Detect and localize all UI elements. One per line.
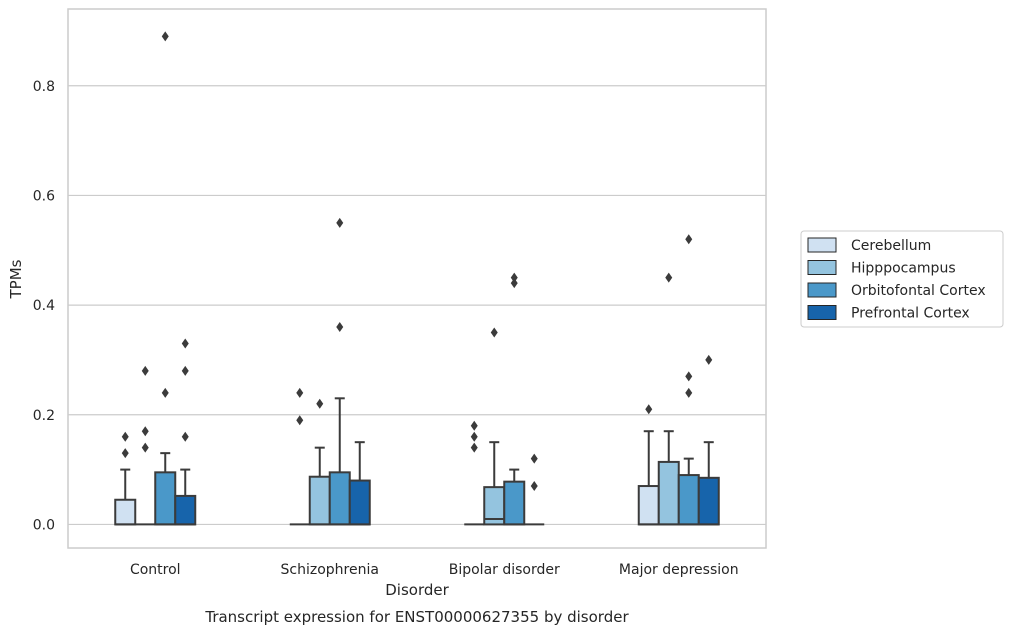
legend-swatch [807,305,837,320]
outlier-point [141,426,149,437]
box-body [328,471,351,526]
outlier-point [470,420,478,431]
box-3-1 [657,272,680,526]
x-tick-label: Schizophrenia [281,562,379,578]
legend-frame [800,230,1004,328]
box-body [503,480,526,526]
box-1-0 [289,387,310,526]
outlier-point [530,453,538,464]
box-body [348,479,371,526]
outlier-point [705,354,713,365]
y-tick-label: 0.2 [33,408,55,424]
box-3-0 [637,404,660,526]
box-body [154,471,177,526]
boxes [114,31,720,526]
y-axis-label: TPMs [7,259,25,299]
x-tick-label: Bipolar disorder [449,562,560,578]
box-2-0 [464,420,485,526]
outlier-point [296,415,304,426]
grid-lines [68,85,766,526]
box-0-2 [154,31,177,526]
box-0-3 [174,338,197,526]
outlier-point [181,431,189,442]
outlier-point [121,448,129,459]
box-2-3 [524,453,545,526]
box-1-2 [328,217,351,526]
y-tick-label: 0.6 [33,188,55,204]
x-axis-label: Disorder [385,581,449,599]
legend-entry: Prefrontal Cortex [851,306,970,322]
x-tick-label: Control [130,562,181,578]
box-1-3 [348,441,371,526]
box-body [637,485,660,526]
box-body [697,476,720,526]
outlier-point [336,217,344,228]
legend-swatch [807,260,837,275]
outlier-point [490,327,498,338]
outlier-point [336,322,344,333]
outlier-point [665,272,673,283]
outlier-point [161,31,169,42]
outlier-point [530,481,538,492]
outlier-point [685,234,693,245]
legend-swatch [807,282,837,298]
outlier-point [510,272,518,283]
box-body [677,474,700,526]
y-tick-label: 0.4 [33,298,55,314]
x-tick-labels: Control Schizophrenia Bipolar disorder Majo… [130,562,739,578]
box-body [308,475,331,526]
outlier-point [685,371,693,382]
outlier-point [685,387,693,398]
outlier-point [470,442,478,453]
outlier-point [181,365,189,376]
legend-entry: Hipppocampus [851,261,956,277]
legend-swatch [807,237,837,253]
outlier-point [121,431,129,442]
chart-title: Transcript expression for ENST0000062735… [204,608,629,626]
legend: Cerebellum Hipppocampus Orbitofontal Corte… [800,230,1004,328]
outlier-point [510,278,518,289]
box-body [657,460,680,526]
box-2-1 [483,327,506,526]
outlier-point [141,442,149,453]
box-0-1 [135,365,156,526]
box-2-2 [503,272,526,526]
y-tick-label: 0.8 [33,79,55,95]
outlier-point [645,404,653,415]
box-0-0 [114,431,137,526]
box-1-1 [308,398,331,526]
y-tick-labels: 0.0 0.2 0.4 0.6 0.8 [33,79,55,534]
legend-entry: Cerebellum [851,238,931,254]
outlier-point [296,387,304,398]
outlier-point [141,365,149,376]
box-3-3 [697,354,720,526]
outlier-point [316,398,324,409]
plot-frame [67,8,767,549]
outlier-point [181,338,189,349]
box-body [174,494,197,526]
x-tick-label: Major depression [619,562,739,578]
outlier-point [470,431,478,442]
outlier-point [161,387,169,398]
box-3-2 [677,234,700,526]
box-body [114,498,137,526]
legend-entry: Orbitofontal Cortex [851,283,986,299]
y-tick-label: 0.0 [33,517,55,533]
